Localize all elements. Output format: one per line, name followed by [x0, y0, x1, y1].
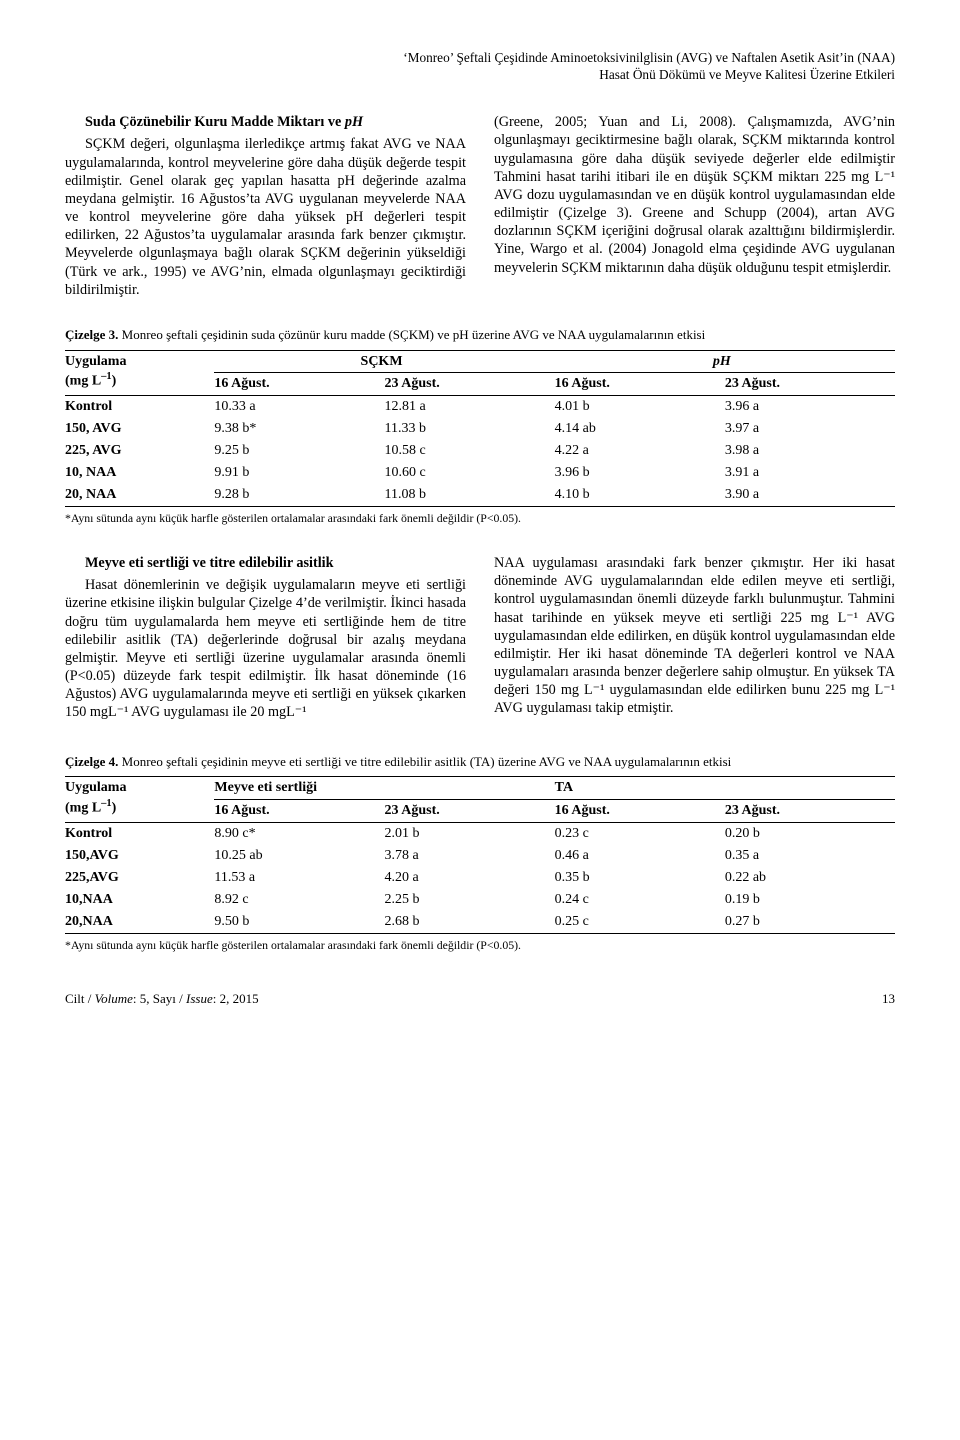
table3-caption: Çizelge 3. Monreo şeftali çeşidinin suda… [65, 327, 895, 344]
table-row: 20,NAA9.50 b2.68 b0.25 c0.27 b [65, 911, 895, 933]
running-head: ‘Monreo’ Şeftali Çeşidinde Aminoetoksivi… [65, 50, 895, 83]
page-footer: Cilt / Volume: 5, Sayı / Issue: 2, 2015 … [65, 991, 895, 1008]
table-row: 10,NAA8.92 c2.25 b0.24 c0.19 b [65, 889, 895, 911]
para-right-1: (Greene, 2005; Yuan and Li, 2008). Çalış… [494, 113, 895, 277]
section-heading-sertlik: Meyve eti sertliği ve titre edilebilir a… [65, 554, 466, 572]
table3-footnote: *Aynı sütunda aynı küçük harfle gösteril… [65, 511, 895, 526]
footer-left: Cilt / Volume: 5, Sayı / Issue: 2, 2015 [65, 991, 259, 1008]
table3-group-sckm: SÇKM [214, 350, 554, 373]
table4-sub3: 16 Ağust. [555, 800, 725, 823]
table4-group-sertlik: Meyve eti sertliği [214, 777, 554, 800]
para-right-2: NAA uygulaması arasındaki fark benzer çı… [494, 554, 895, 718]
section-heading-sckm-ph: Suda Çözünebilir Kuru Madde Miktarı ve p… [65, 113, 466, 131]
body-columns-2: Meyve eti sertliği ve titre edilebilir a… [65, 554, 895, 726]
table-row: 225, AVG9.25 b10.58 c4.22 a3.98 a [65, 440, 895, 462]
table4: Uygulama (mg L–1) Meyve eti sertliği TA … [65, 776, 895, 933]
table4-sub4: 23 Ağust. [725, 800, 895, 823]
table4-caption: Çizelge 4. Monreo şeftali çeşidinin meyv… [65, 754, 895, 771]
table3: Uygulama (mg L–1) SÇKM pH 16 Ağust. 23 A… [65, 350, 895, 507]
table-row: Kontrol8.90 c*2.01 b0.23 c0.20 b [65, 822, 895, 844]
running-head-line1: ‘Monreo’ Şeftali Çeşidinde Aminoetoksivi… [403, 50, 895, 65]
table4-sub2: 23 Ağust. [385, 800, 555, 823]
table-row: 225,AVG11.53 a4.20 a0.35 b0.22 ab [65, 867, 895, 889]
table4-group-ta: TA [555, 777, 895, 800]
table-row: 150, AVG9.38 b*11.33 b4.14 ab3.97 a [65, 418, 895, 440]
table3-sub4: 23 Ağust. [725, 373, 895, 396]
table-row: Kontrol10.33 a12.81 a4.01 b3.96 a [65, 396, 895, 418]
body-columns-1: Suda Çözünebilir Kuru Madde Miktarı ve p… [65, 113, 895, 299]
table3-sub2: 23 Ağust. [385, 373, 555, 396]
table3-sub3: 16 Ağust. [555, 373, 725, 396]
table3-sub1: 16 Ağust. [214, 373, 384, 396]
para-left-2: Hasat dönemlerinin ve değişik uygulamala… [65, 576, 466, 721]
table-row: 150,AVG10.25 ab3.78 a0.46 a0.35 a [65, 845, 895, 867]
table4-col-uygulama: Uygulama (mg L–1) [65, 777, 214, 823]
table3-group-ph: pH [555, 350, 895, 373]
page-number: 13 [882, 991, 895, 1008]
para-left-1: SÇKM değeri, olgunlaşma ilerledikçe artm… [65, 135, 466, 299]
table3-col-uygulama: Uygulama (mg L–1) [65, 350, 214, 396]
table-row: 20, NAA9.28 b11.08 b4.10 b3.90 a [65, 484, 895, 506]
running-head-line2: Hasat Önü Dökümü ve Meyve Kalitesi Üzeri… [599, 67, 895, 82]
table4-sub1: 16 Ağust. [214, 800, 384, 823]
table-row: 10, NAA9.91 b10.60 c3.96 b3.91 a [65, 462, 895, 484]
table4-footnote: *Aynı sütunda aynı küçük harfle gösteril… [65, 938, 895, 953]
